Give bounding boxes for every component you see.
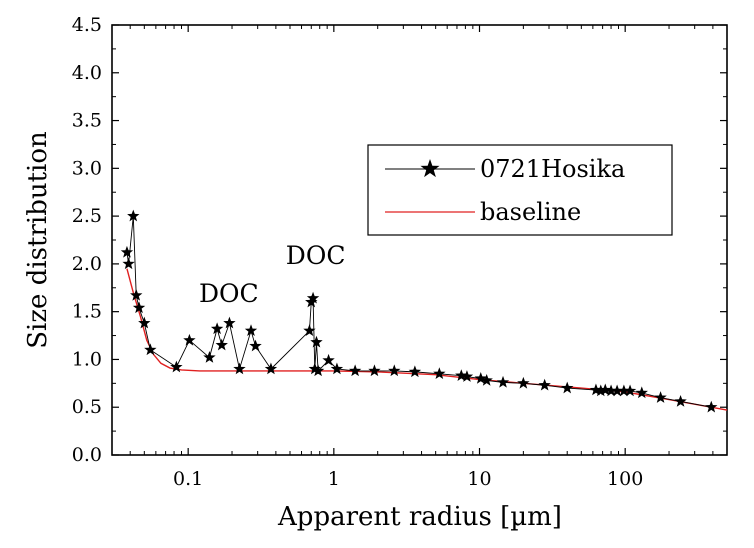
data-point-0721hosika — [368, 364, 381, 377]
data-point-0721hosika — [594, 384, 607, 397]
data-point-0721hosika — [474, 372, 487, 384]
y-tick-label: 1.0 — [72, 348, 102, 370]
data-point-0721hosika — [144, 343, 157, 356]
data-point-0721hosika — [310, 335, 323, 348]
data-point-0721hosika — [635, 386, 648, 399]
data-point-0721hosika — [308, 362, 321, 375]
x-tick-label: 1 — [328, 468, 340, 490]
data-point-0721hosika — [249, 339, 262, 352]
y-tick-label: 1.5 — [72, 301, 102, 323]
y-tick-label: 2.0 — [72, 253, 102, 275]
y-tick-label: 4.0 — [72, 62, 102, 84]
data-point-0721hosika — [480, 373, 493, 386]
data-point-0721hosika — [138, 316, 151, 329]
x-tick-label: 0.1 — [173, 468, 203, 490]
data-point-0721hosika — [244, 324, 258, 337]
y-tick-label: 0.5 — [72, 396, 102, 418]
legend-label-baseline: baseline — [480, 198, 581, 226]
data-point-0721hosika — [330, 362, 344, 375]
data-point-0721hosika — [617, 384, 631, 397]
data-point-0721hosika — [705, 400, 718, 413]
data-point-0721hosika — [183, 333, 196, 346]
y-tick-label: 4.5 — [72, 14, 102, 36]
data-point-0721hosika — [623, 384, 637, 397]
data-point-0721hosika — [460, 370, 474, 382]
data-point-0721hosika — [303, 324, 316, 337]
series-line-0721hosika — [126, 216, 712, 408]
y-tick-label: 2.5 — [72, 205, 102, 227]
data-point-0721hosika — [203, 351, 216, 363]
data-point-0721hosika — [130, 288, 143, 301]
x-tick-label: 10 — [467, 468, 491, 490]
series-layer — [120, 209, 728, 413]
data-point-0721hosika — [264, 362, 278, 375]
data-point-0721hosika — [215, 338, 228, 351]
data-point-0721hosika — [132, 301, 146, 314]
data-point-0721hosika — [561, 381, 574, 394]
data-point-0721hosika — [348, 364, 362, 377]
plot-frame — [111, 24, 728, 456]
y-axis-title: Size distribution — [23, 131, 53, 349]
data-point-0721hosika — [122, 257, 135, 270]
annotation-doc: DOC — [199, 279, 259, 308]
legend-label-0721hosika: 0721Hosika — [480, 155, 625, 183]
data-point-0721hosika — [223, 316, 236, 329]
legend: 0721Hosika baseline — [367, 144, 673, 236]
data-point-0721hosika — [674, 394, 687, 407]
data-point-0721hosika — [433, 367, 446, 380]
data-point-0721hosika — [322, 353, 335, 366]
x-axis-ticks: 0.1 1 10 100 — [111, 25, 728, 490]
data-point-0721hosika — [654, 391, 667, 403]
data-point-0721hosika — [455, 369, 468, 381]
data-point-0721hosika — [311, 364, 325, 377]
data-point-0721hosika — [408, 365, 422, 378]
data-point-0721hosika — [496, 375, 510, 388]
annotations: DOC DOC — [199, 241, 346, 308]
data-point-0721hosika — [599, 383, 612, 396]
y-tick-label: 3.5 — [72, 110, 102, 132]
legend-box — [367, 144, 673, 236]
data-point-0721hosika — [604, 384, 618, 397]
data-point-0721hosika — [120, 245, 134, 258]
y-tick-label: 0.0 — [72, 444, 102, 466]
data-point-0721hosika — [610, 384, 624, 397]
data-point-0721hosika — [210, 322, 224, 335]
x-axis-title: Apparent radius [µm] — [277, 502, 562, 532]
x-tick-label: 100 — [607, 468, 643, 490]
y-axis-ticks: 0.0 0.5 1.0 1.5 2.0 2.5 3.0 3.5 4.0 4.5 — [72, 14, 727, 466]
data-point-0721hosika — [538, 378, 551, 391]
data-point-0721hosika — [170, 360, 183, 373]
data-point-0721hosika — [517, 376, 530, 389]
legend-marker-star — [420, 159, 440, 178]
y-tick-label: 3.0 — [72, 157, 102, 179]
data-point-0721hosika — [233, 362, 246, 375]
data-point-0721hosika — [127, 209, 140, 222]
annotation-doc: DOC — [286, 241, 346, 270]
data-point-0721hosika — [306, 291, 320, 304]
data-point-0721hosika — [388, 364, 401, 377]
